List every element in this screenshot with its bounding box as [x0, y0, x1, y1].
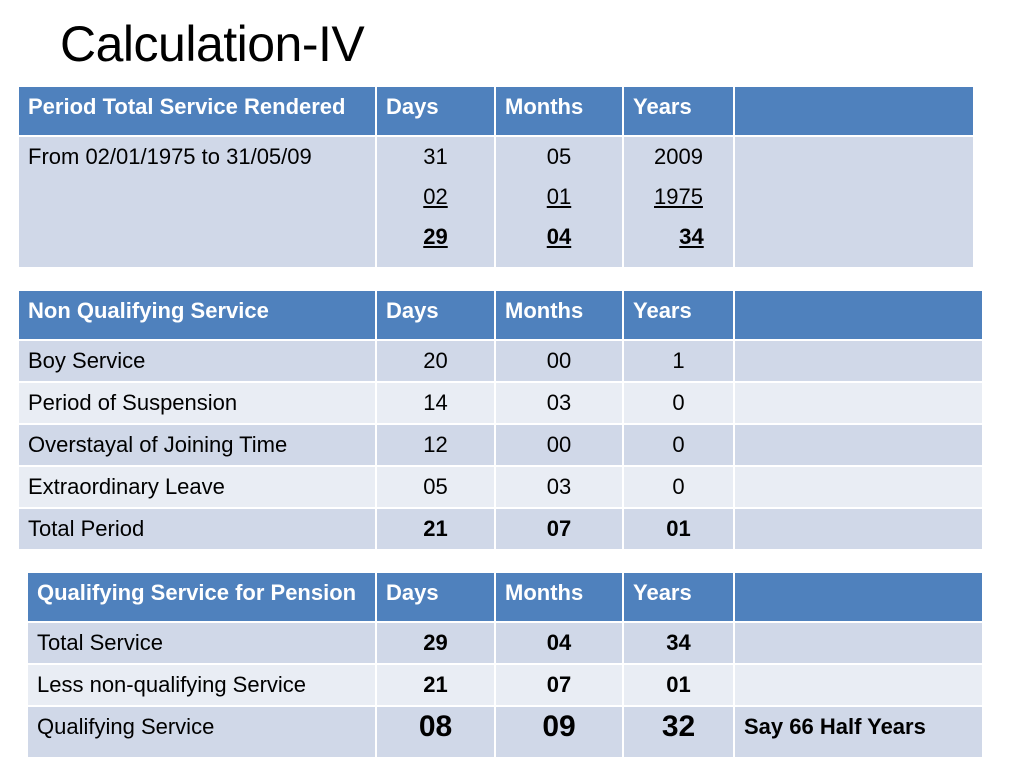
blank-cell	[733, 423, 984, 467]
months-total: 04	[546, 224, 572, 249]
row-label: Less non-qualifying Service	[26, 663, 377, 707]
header-years: Years	[622, 85, 735, 137]
header-blank	[733, 289, 984, 341]
row-days: 08	[375, 705, 496, 759]
blank-cell	[733, 339, 984, 383]
row-years: 01	[622, 507, 735, 551]
row-label: Total Period	[17, 507, 377, 551]
row-months: 09	[494, 705, 624, 759]
header-months: Months	[494, 85, 624, 137]
months-start: 01	[546, 184, 572, 209]
row-years: 34	[622, 621, 735, 665]
row-days: 21	[375, 507, 496, 551]
days-start: 02	[423, 184, 448, 209]
row-years: 32	[622, 705, 735, 759]
row-years: 0	[622, 465, 735, 509]
row-months: 03	[494, 381, 624, 425]
row-months: 07	[494, 507, 624, 551]
table-row: Boy Service 20 00 1	[17, 339, 984, 383]
row-days: 21	[375, 663, 496, 707]
table-row: Less non-qualifying Service 21 07 01	[26, 663, 984, 707]
page-title: Calculation-IV	[60, 16, 365, 72]
header-blank	[733, 571, 984, 623]
header-blank	[733, 85, 975, 137]
table-row: Total Service 29 04 34	[26, 621, 984, 665]
header-years: Years	[622, 571, 735, 623]
days-end: 31	[423, 144, 448, 169]
row-months: 03	[494, 465, 624, 509]
years-total: 34	[679, 224, 704, 249]
years-start: 1975	[654, 184, 703, 209]
row-months: 04	[494, 621, 624, 665]
row-months: 00	[494, 423, 624, 467]
header-row: Period Total Service Rendered Days Month…	[17, 85, 975, 137]
header-service: Non Qualifying Service	[17, 289, 377, 341]
years-end: 2009	[654, 144, 703, 169]
period-label: From 02/01/1975 to 31/05/09	[17, 135, 377, 269]
row-label: Overstayal of Joining Time	[17, 423, 377, 467]
row-years: 1	[622, 339, 735, 383]
row-months: 07	[494, 663, 624, 707]
row-days: 29	[375, 621, 496, 665]
header-months: Months	[494, 289, 624, 341]
row-label: Period of Suspension	[17, 381, 377, 425]
blank-cell	[733, 465, 984, 509]
header-row: Non Qualifying Service Days Months Years	[17, 289, 984, 341]
row-years: 0	[622, 423, 735, 467]
header-days: Days	[375, 289, 496, 341]
row-note	[733, 621, 984, 665]
table-row: Extraordinary Leave 05 03 0	[17, 465, 984, 509]
header-service: Qualifying Service for Pension	[26, 571, 377, 623]
blank-cell	[733, 507, 984, 551]
row-label: Boy Service	[17, 339, 377, 383]
blank-cell	[733, 135, 975, 269]
table-row: Overstayal of Joining Time 12 00 0	[17, 423, 984, 467]
row-days: 14	[375, 381, 496, 425]
blank-cell	[733, 381, 984, 425]
header-period: Period Total Service Rendered	[17, 85, 377, 137]
row-days: 20	[375, 339, 496, 383]
row-note	[733, 663, 984, 707]
service-rendered-table: Period Total Service Rendered Days Month…	[17, 85, 975, 269]
months-cell: 05 01 04	[494, 135, 624, 269]
table-row: From 02/01/1975 to 31/05/09 31 02 29 05 …	[17, 135, 975, 269]
row-months: 00	[494, 339, 624, 383]
header-days: Days	[375, 85, 496, 137]
half-years-note: Say 66 Half Years	[733, 705, 984, 759]
result-row: Qualifying Service 08 09 32 Say 66 Half …	[26, 705, 984, 759]
months-end: 05	[546, 144, 572, 169]
years-cell: 2009 1975 34	[622, 135, 735, 269]
row-years: 01	[622, 663, 735, 707]
days-cell: 31 02 29	[375, 135, 496, 269]
row-label: Qualifying Service	[26, 705, 377, 759]
row-label: Extraordinary Leave	[17, 465, 377, 509]
header-row: Qualifying Service for Pension Days Mont…	[26, 571, 984, 623]
row-days: 05	[375, 465, 496, 509]
header-years: Years	[622, 289, 735, 341]
header-days: Days	[375, 571, 496, 623]
non-qualifying-service-table: Non Qualifying Service Days Months Years…	[17, 289, 984, 551]
header-months: Months	[494, 571, 624, 623]
days-total: 29	[423, 224, 448, 249]
row-days: 12	[375, 423, 496, 467]
table-row: Period of Suspension 14 03 0	[17, 381, 984, 425]
total-row: Total Period 21 07 01	[17, 507, 984, 551]
row-years: 0	[622, 381, 735, 425]
qualifying-service-table: Qualifying Service for Pension Days Mont…	[26, 571, 984, 759]
row-label: Total Service	[26, 621, 377, 665]
